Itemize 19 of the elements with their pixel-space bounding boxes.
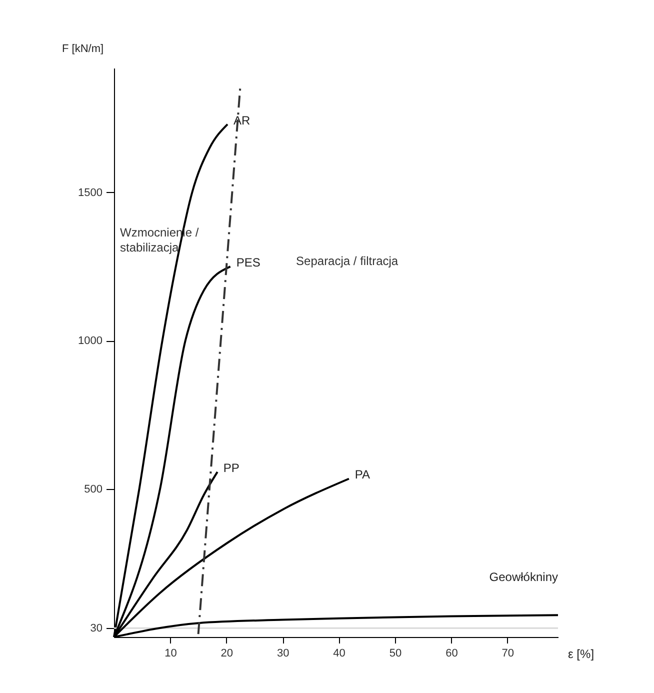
series-label: AR	[234, 113, 251, 128]
x-tick-label: 50	[389, 648, 402, 660]
y-tick-label: 1500	[78, 186, 102, 199]
y-tick-label: 1000	[78, 335, 102, 348]
y-axis-title: F [kN/m]	[62, 43, 104, 55]
x-tick-label: 20	[220, 648, 234, 660]
text: Geowłókniny	[489, 570, 558, 584]
annotation: Separacja / filtracja	[296, 254, 398, 268]
series-label: PA	[354, 468, 370, 482]
x-tick-label: 70	[502, 648, 514, 660]
x-tick-label: 10	[164, 648, 177, 660]
x-tick-label: 30	[276, 648, 290, 660]
x-axis-title: ε [%]	[568, 647, 594, 661]
y-tick-label: 30	[90, 622, 102, 635]
x-tick-label: 60	[446, 648, 458, 660]
y-tick-label: 500	[84, 483, 102, 496]
series-label: PP	[223, 460, 240, 475]
series-label: PES	[236, 256, 260, 270]
x-tick-label: 40	[333, 648, 346, 660]
